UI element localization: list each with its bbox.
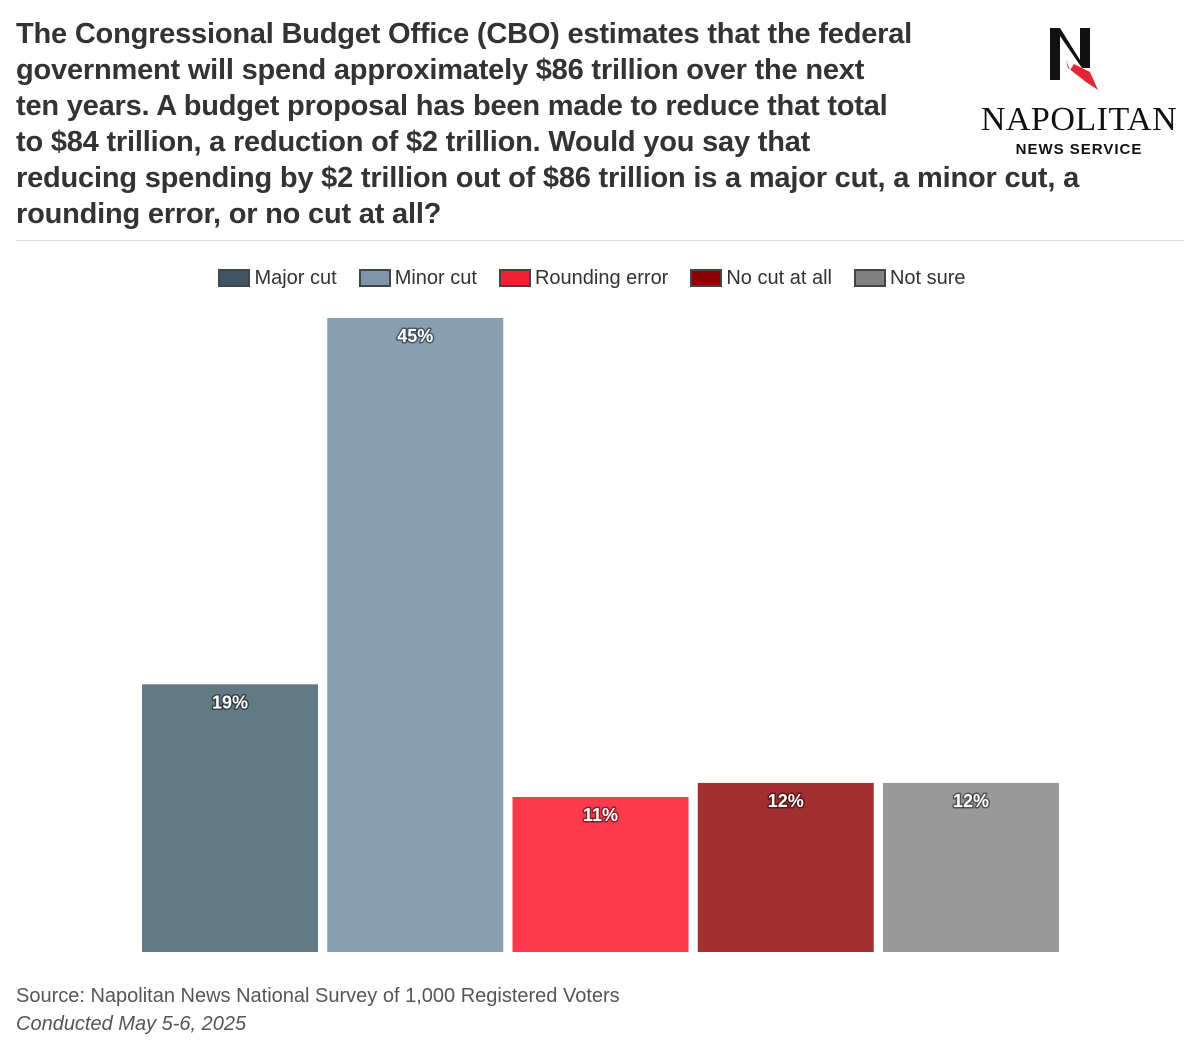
napolitan-logo: NAPOLITAN NEWS SERVICE (974, 24, 1184, 164)
legend-item: Major cut (218, 266, 337, 290)
legend-item: Not sure (853, 266, 966, 290)
bar-major-cut (142, 684, 318, 952)
bar-chart-svg: 19% 45% 11% 12% 12% (142, 318, 1059, 952)
legend-label: No cut at all (726, 266, 832, 289)
chart-title-line: The Congressional Budget Office (CBO) es… (16, 18, 913, 50)
chart-title: The Congressional Budget Office (CBO) es… (16, 16, 1166, 232)
legend-label: Minor cut (394, 266, 477, 289)
header-divider (16, 240, 1184, 241)
chart-title-line: rounding error, or no cut at all? (16, 198, 442, 230)
legend-swatch (218, 269, 251, 287)
bar-value-label: 12% (768, 791, 804, 811)
legend-item: Rounding error (498, 266, 669, 290)
legend-swatch (358, 269, 391, 287)
legend-label: Rounding error (534, 266, 669, 289)
legend-item: No cut at all (690, 267, 832, 290)
legend-swatch (498, 269, 531, 287)
chart-title-line: to $84 trillion, a reduction of $2 trill… (16, 126, 811, 158)
logo-name: NAPOLITAN (980, 101, 1178, 138)
bar-value-label: 45% (397, 326, 433, 346)
bar-rounding-error (512, 797, 689, 952)
bar-minor-cut (327, 318, 504, 952)
logo-subtitle: NEWS SERVICE (1015, 141, 1143, 158)
legend-item: Minor cut (358, 266, 477, 290)
chart-header: The Congressional Budget Office (CBO) es… (16, 16, 1184, 240)
source-note: Source: Napolitan News National Survey o… (16, 985, 620, 1007)
napolitan-n-eagle-icon (1050, 28, 1098, 90)
bar-not-sure (883, 782, 1059, 952)
legend-swatch (853, 269, 886, 287)
chart-title-line: reducing spending by $2 trillion out of … (16, 162, 1080, 194)
bar-value-label: 12% (953, 791, 989, 811)
chart-footer: Source: Napolitan News National Survey o… (16, 982, 1116, 1038)
conducted-date: Conducted May 5-6, 2025 (16, 1013, 247, 1035)
bar-no-cut-at-all (697, 782, 874, 952)
bar-chart: 19% 45% 11% 12% 12% (0, 300, 1200, 960)
legend-label: Major cut (254, 266, 337, 289)
chart-title-line: government will spend approximately $86 … (16, 54, 865, 86)
legend-swatch (690, 269, 723, 287)
bar-value-label: 19% (212, 692, 248, 712)
chart-title-line: ten years. A budget proposal has been ma… (16, 90, 888, 122)
chart-legend: Major cut Minor cut Rounding error No cut a… (0, 264, 1184, 292)
bar-value-label: 11% (583, 805, 618, 825)
legend-label: Not sure (889, 266, 966, 289)
